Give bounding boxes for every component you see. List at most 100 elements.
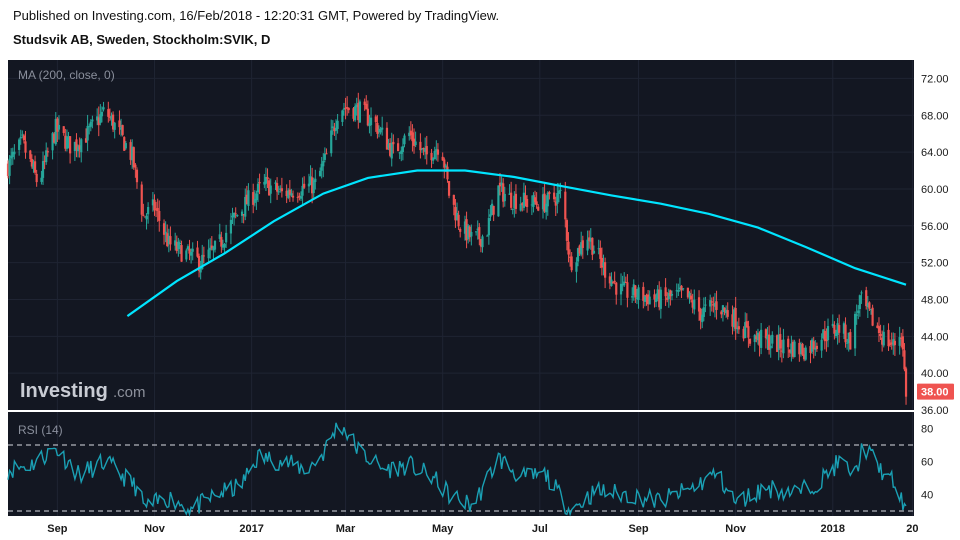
watermark-suffix: .com (113, 384, 146, 401)
candle-down (24, 141, 27, 153)
candle-down (108, 116, 112, 118)
candle-down (588, 237, 591, 241)
candle-up (866, 303, 869, 308)
candle-up (490, 203, 494, 216)
candle-down (118, 120, 121, 128)
candle-up (637, 287, 640, 300)
price-tick-label: 68.00 (921, 110, 949, 122)
candle-up (8, 158, 11, 176)
candle-down (710, 301, 713, 303)
candle-down (578, 245, 581, 254)
candle-up (455, 212, 459, 220)
candle-down (6, 163, 10, 177)
candle-up (420, 148, 424, 150)
candle-up (799, 344, 803, 354)
candle-up (403, 135, 406, 145)
candle-up (334, 127, 338, 131)
candle-down (97, 117, 100, 126)
candle-down (865, 290, 868, 307)
candle-up (207, 249, 210, 259)
candle-up (497, 185, 500, 217)
candle-down (303, 183, 306, 188)
candle-up (151, 199, 154, 206)
candle-up (621, 283, 624, 286)
candle-up (519, 203, 522, 211)
time-tick-label: Sep (47, 523, 67, 535)
candle-down (868, 302, 871, 309)
candle-up (511, 208, 514, 210)
candle-up (688, 292, 691, 298)
candle-down (33, 161, 37, 173)
candle-down (291, 195, 295, 198)
candle-up (557, 190, 561, 194)
candle-down (591, 237, 594, 255)
candle-down (737, 326, 740, 330)
candle-down (615, 282, 618, 295)
candle-down (833, 324, 836, 334)
candle-down (626, 282, 629, 298)
candle-down (720, 311, 723, 315)
candle-down (904, 368, 908, 397)
candle-down (285, 190, 288, 197)
candle-up (186, 246, 190, 250)
candle-up (790, 343, 793, 354)
candle-down (524, 195, 527, 200)
rsi-indicator-label: RSI (14) (18, 423, 63, 437)
candle-up (463, 221, 467, 234)
time-tick-label: Jul (532, 523, 548, 535)
last-price-badge-bg (917, 383, 954, 400)
candle-down (600, 257, 604, 268)
candle-down (849, 332, 852, 350)
candle-up (110, 115, 113, 120)
candle-down (75, 139, 78, 150)
candle-down (389, 142, 392, 156)
candle-down (135, 169, 139, 183)
candle-up (659, 289, 662, 309)
candle-down (465, 219, 468, 241)
time-tick-label: Mar (336, 523, 356, 535)
candle-up (21, 134, 24, 136)
candle-up (725, 309, 728, 314)
candle-down (123, 137, 126, 151)
candle-up (682, 288, 685, 290)
candle-up (213, 240, 217, 250)
published-caption: Published on Investing.com, 16/Feb/2018 … (13, 8, 500, 23)
candle-down (492, 205, 495, 215)
candle-up (190, 252, 193, 256)
candle-down (801, 343, 804, 355)
candle-up (177, 241, 180, 250)
candle-up (814, 347, 817, 350)
candle-up (369, 117, 373, 126)
candle-down (166, 233, 169, 247)
candle-up (174, 240, 177, 246)
candle-up (10, 155, 13, 159)
candle-up (675, 290, 678, 292)
candle-up (218, 234, 221, 239)
candle-down (726, 310, 729, 317)
candle-up (113, 122, 116, 130)
candle-up (444, 165, 447, 168)
candle-up (500, 182, 503, 186)
candle-up (91, 119, 94, 122)
candle-down (419, 141, 422, 151)
candle-up (51, 133, 54, 151)
candle-down (666, 297, 669, 300)
candle-up (67, 136, 70, 139)
candle-up (853, 313, 857, 349)
price-tick-label: 72.00 (921, 73, 949, 85)
candle-up (274, 182, 277, 184)
candle-down (357, 102, 360, 121)
candle-up (256, 183, 260, 193)
candle-down (140, 184, 143, 215)
candle-down (764, 329, 768, 339)
candle-down (664, 287, 667, 297)
candle-down (210, 245, 213, 249)
candle-up (264, 176, 268, 184)
candle-down (893, 340, 896, 346)
candle-up (225, 232, 228, 243)
candle-up (401, 146, 404, 153)
candle-up (721, 305, 725, 312)
candle-up (753, 334, 756, 342)
candle-up (236, 215, 239, 217)
